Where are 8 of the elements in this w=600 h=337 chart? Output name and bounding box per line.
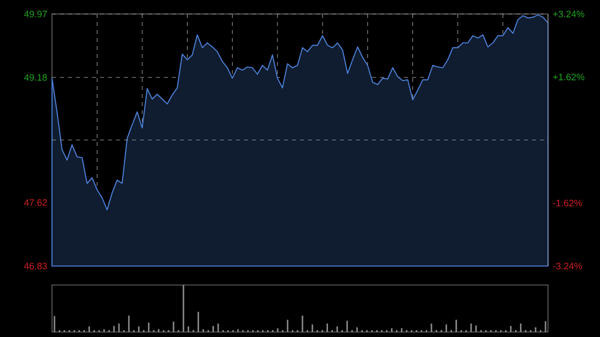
y2-tick-label: -1.62%	[553, 200, 582, 206]
y-tick-label: 47.62	[24, 199, 47, 206]
y2-tick-label: +1.62%	[553, 74, 584, 80]
y-tick-label: 49.18	[24, 74, 47, 81]
y-tick-label: 49.97	[24, 10, 47, 18]
y-tick-label: 46.83	[24, 262, 47, 270]
y2-tick-label: -3.24%	[553, 262, 582, 270]
y2-tick-label: +3.24%	[553, 10, 584, 18]
